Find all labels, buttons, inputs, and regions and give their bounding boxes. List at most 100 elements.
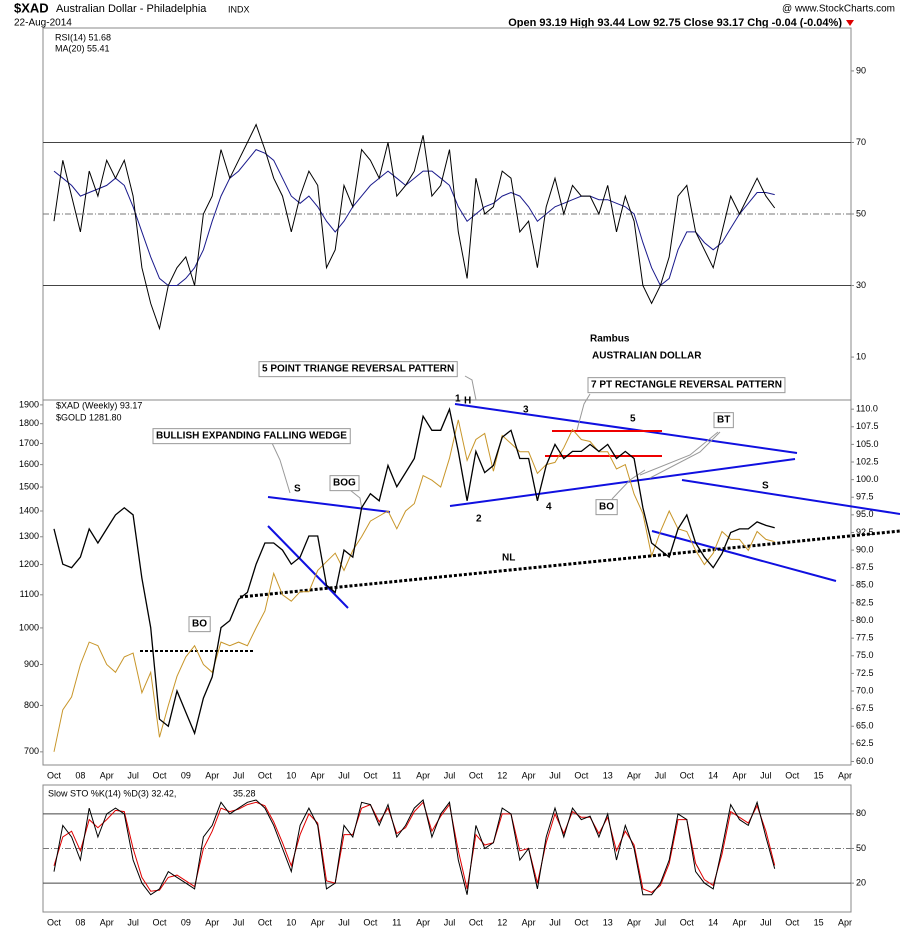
x-tick-label: Apr: [205, 917, 219, 927]
callout: [349, 489, 363, 511]
x-tick-label: Oct: [47, 917, 62, 927]
x-tick-label: Oct: [152, 770, 167, 780]
quote: Open 93.19 High 93.44 Low 92.75 Close 93…: [508, 17, 842, 29]
y2-tick-label: 800: [24, 700, 39, 710]
y2-tick-label: 1400: [19, 505, 39, 515]
y-tick-label: 95.0: [856, 509, 874, 519]
x-tick-label: Apr: [627, 770, 641, 780]
annotation: BO: [192, 619, 207, 630]
annotation: 3: [523, 405, 529, 416]
annotation: 1: [455, 394, 461, 405]
x-tick-label: 10: [286, 917, 296, 927]
y-tick-label: 97.5: [856, 492, 874, 502]
x-tick-label: Jul: [127, 917, 139, 927]
x-tick-label: Oct: [47, 770, 62, 780]
x-tick-label: Jul: [338, 917, 350, 927]
wedge-upper: [267, 496, 391, 513]
x-tick-label: Jul: [549, 917, 561, 927]
callout: [639, 431, 719, 476]
series-line: [53, 799, 776, 896]
x-tick-label: Jul: [127, 770, 139, 780]
callout: [576, 393, 591, 431]
y-tick-label: 65.0: [856, 721, 874, 731]
annotation: 7 PT RECTANGLE REVERSAL PATTERN: [591, 380, 782, 391]
x-tick-label: Oct: [152, 917, 167, 927]
y-tick-label: 77.5: [856, 633, 874, 643]
x-tick-label: Apr: [416, 917, 430, 927]
x-tick-label: Apr: [205, 770, 219, 780]
source: @ www.StockCharts.com: [782, 4, 895, 15]
channel-upper: [681, 479, 900, 515]
wedge-lower: [267, 525, 349, 609]
y2-tick-label: 1300: [19, 531, 39, 541]
y-tick-label: 70.0: [856, 685, 874, 695]
x-tick-label: Jul: [444, 770, 456, 780]
series-line: [53, 123, 776, 331]
annotation-box: [258, 361, 458, 378]
series-line: [53, 407, 775, 736]
x-tick-label: Oct: [680, 917, 695, 927]
annotation: 4: [546, 502, 552, 513]
legend-entry: $GOLD 1281.80: [56, 412, 122, 422]
y-tick-label: 90.0: [856, 544, 874, 554]
series-line: [53, 419, 775, 752]
legend-entry: MA(20) 55.41: [55, 43, 110, 53]
x-tick-label: 12: [497, 770, 507, 780]
x-tick-label: Apr: [838, 917, 852, 927]
y2-tick-label: 1600: [19, 459, 39, 469]
neckline: [239, 529, 900, 599]
x-tick-label: Apr: [733, 770, 747, 780]
y-tick-label: 82.5: [856, 597, 874, 607]
y-tick-label: 85.0: [856, 580, 874, 590]
x-tick-label: 08: [75, 770, 85, 780]
x-tick-label: Apr: [311, 917, 325, 927]
triangle-lower: [449, 458, 796, 507]
x-tick-label: Apr: [311, 770, 325, 780]
annotation-box: [329, 475, 360, 492]
annotation: 2: [476, 514, 482, 525]
triangle-upper: [454, 403, 798, 454]
x-tick-label: 10: [286, 770, 296, 780]
symbol: $XAD: [14, 0, 49, 15]
y2-tick-label: 1000: [19, 622, 39, 632]
x-tick-label: 15: [814, 917, 824, 927]
y-tick-label: 105.0: [856, 439, 879, 449]
y-tick-label: 50: [856, 208, 866, 218]
annotation: S: [762, 481, 769, 492]
x-tick-label: 12: [497, 917, 507, 927]
y-tick-label: 75.0: [856, 650, 874, 660]
x-tick-label: Apr: [733, 917, 747, 927]
x-tick-label: Apr: [100, 770, 114, 780]
legend-entry: Slow STO %K(14) %D(3) 32.42,: [48, 788, 176, 798]
annotation-box: [713, 412, 734, 429]
y-tick-label: 80: [856, 808, 866, 818]
down-arrow: [846, 20, 854, 26]
annotation-box: [188, 616, 211, 633]
annotation: BT: [717, 415, 730, 426]
legend-entry: RSI(14) 51.68: [55, 32, 111, 42]
y2-tick-label: 1700: [19, 438, 39, 448]
y-tick-label: 90: [856, 65, 866, 75]
x-tick-label: Apr: [416, 770, 430, 780]
annotation-box: [152, 428, 351, 445]
x-tick-label: Jul: [549, 770, 561, 780]
x-tick-label: Oct: [363, 770, 378, 780]
exchange: INDX: [228, 4, 250, 14]
pattern-lines: [140, 375, 900, 652]
callout: [271, 442, 291, 494]
x-tick-label: Oct: [258, 770, 273, 780]
annotation: 5 POINT TRIANGE REVERSAL PATTERN: [262, 364, 454, 375]
series-line: [53, 148, 775, 287]
x-tick-label: Jul: [760, 770, 772, 780]
x-tick-label: Apr: [522, 917, 536, 927]
annotation: Rambus: [590, 334, 630, 345]
y-tick-label: 60.0: [856, 756, 874, 766]
y-tick-label: 72.5: [856, 668, 874, 678]
x-tick-label: Jul: [338, 770, 350, 780]
x-tick-label: Apr: [100, 917, 114, 927]
x-tick-label: Jul: [760, 917, 772, 927]
y2-tick-label: 1200: [19, 559, 39, 569]
x-tick-label: Oct: [469, 917, 484, 927]
x-tick-label: 14: [708, 770, 718, 780]
